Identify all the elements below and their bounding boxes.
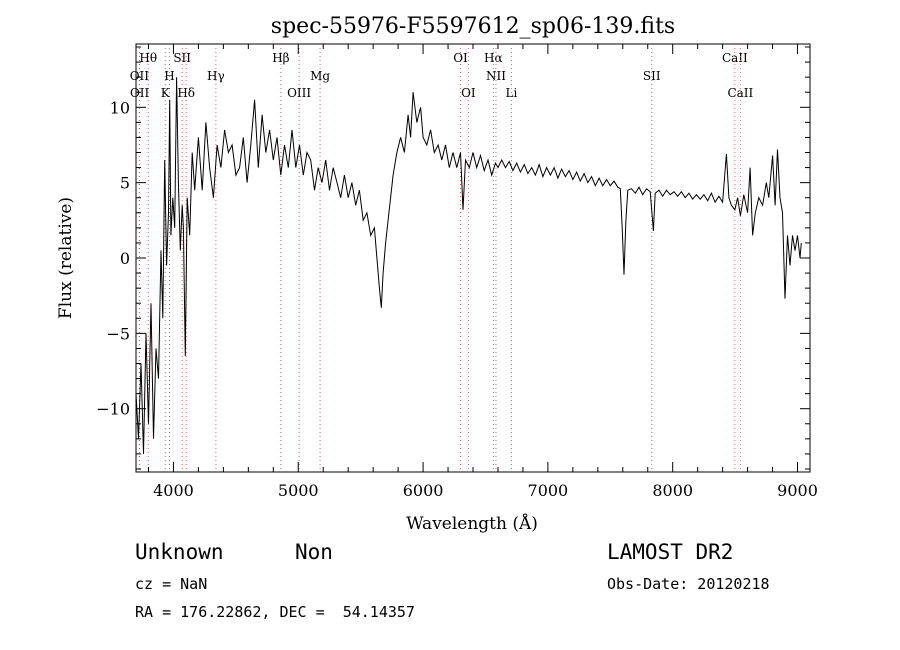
y-tick-label: −10 <box>96 400 130 419</box>
line-marker-label: Hθ <box>139 51 157 65</box>
line-marker-label: SII <box>173 51 191 65</box>
line-marker-label: Mg <box>310 69 330 83</box>
y-tick-label: −5 <box>106 324 130 343</box>
line-marker-label: CaII <box>722 51 748 65</box>
obs-date: Obs-Date: 20120218 <box>607 575 770 593</box>
y-axis-ticks: −10 −5 0 5 10 <box>96 46 810 470</box>
line-marker-label: Li <box>506 86 518 100</box>
line-marker-label: OIII <box>287 86 311 100</box>
line-marker-label: Hα <box>484 51 503 65</box>
x-tick-label: 4000 <box>153 481 194 500</box>
line-marker-label: H <box>164 69 174 83</box>
line-marker-label: NII <box>486 69 506 83</box>
line-marker-label: SII <box>643 69 661 83</box>
y-tick-label: 10 <box>110 98 130 117</box>
x-axis-ticks: 4000 5000 6000 7000 8000 9000 <box>147 44 818 500</box>
line-marker-label: CaII <box>727 86 753 100</box>
line-marker-label: OI <box>461 86 476 100</box>
x-tick-label: 9000 <box>777 481 818 500</box>
line-marker-label: Hγ <box>207 69 225 83</box>
x-tick-label: 6000 <box>403 481 444 500</box>
line-marker-label: OI <box>453 51 468 65</box>
y-tick-label: 0 <box>120 249 130 268</box>
line-marker-label: OII <box>130 86 150 100</box>
y-axis-label: Flux (relative) <box>56 197 76 319</box>
line-marker-label: Hβ <box>272 51 289 65</box>
coordinates: RA = 176.22862, DEC = 54.14357 <box>135 603 415 621</box>
y-tick-label: 5 <box>120 174 130 193</box>
line-marker-label: Hδ <box>177 86 195 100</box>
survey-name: LAMOST DR2 <box>607 540 734 564</box>
spectrum-line <box>135 77 802 454</box>
chart-title: spec-55976-F5597612_sp06-139.fits <box>271 14 675 39</box>
x-axis-label: Wavelength (Å) <box>406 513 538 534</box>
redshift-cz: cz = NaN <box>135 575 208 593</box>
x-tick-label: 5000 <box>278 481 319 500</box>
plot-frame <box>135 43 811 473</box>
x-tick-label: 7000 <box>528 481 569 500</box>
x-tick-label: 8000 <box>652 481 693 500</box>
object-subclass: Non <box>295 540 333 564</box>
line-marker-label: K <box>161 86 171 100</box>
object-class: Unknown <box>135 540 224 564</box>
